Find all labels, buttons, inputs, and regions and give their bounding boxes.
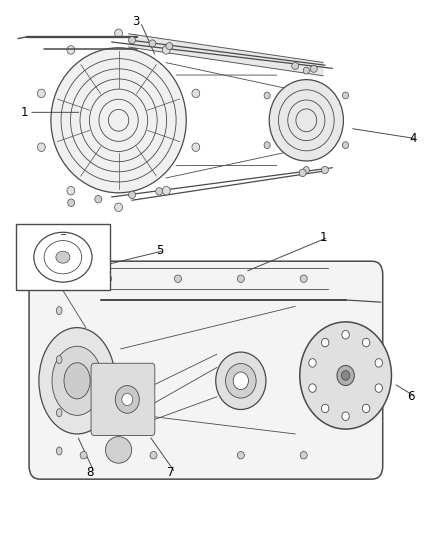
Ellipse shape: [309, 384, 316, 392]
Ellipse shape: [106, 437, 132, 463]
Text: 7: 7: [167, 466, 175, 479]
Ellipse shape: [362, 404, 370, 413]
Ellipse shape: [52, 346, 102, 415]
Ellipse shape: [237, 451, 244, 459]
Ellipse shape: [162, 187, 170, 195]
Ellipse shape: [115, 203, 123, 212]
Ellipse shape: [57, 409, 62, 417]
Ellipse shape: [67, 46, 75, 54]
Ellipse shape: [303, 67, 309, 74]
Ellipse shape: [375, 384, 382, 392]
Ellipse shape: [192, 89, 200, 98]
Ellipse shape: [39, 328, 115, 434]
Ellipse shape: [57, 356, 62, 364]
Ellipse shape: [162, 46, 170, 54]
Ellipse shape: [115, 29, 123, 37]
Ellipse shape: [67, 187, 75, 195]
Ellipse shape: [321, 166, 328, 174]
Ellipse shape: [342, 330, 350, 339]
Ellipse shape: [105, 275, 112, 282]
Text: 4: 4: [410, 132, 417, 146]
Ellipse shape: [343, 142, 349, 149]
Ellipse shape: [299, 169, 306, 176]
Ellipse shape: [269, 79, 343, 161]
Ellipse shape: [300, 451, 307, 459]
Ellipse shape: [174, 275, 181, 282]
Ellipse shape: [362, 338, 370, 347]
Ellipse shape: [375, 359, 382, 367]
Ellipse shape: [51, 48, 186, 193]
Ellipse shape: [264, 92, 270, 99]
Ellipse shape: [337, 366, 354, 385]
Bar: [16, 224, 110, 290]
Ellipse shape: [226, 364, 256, 398]
Ellipse shape: [37, 89, 45, 98]
Ellipse shape: [57, 447, 62, 455]
Ellipse shape: [155, 188, 162, 195]
Ellipse shape: [309, 359, 316, 367]
Text: 1: 1: [320, 231, 328, 244]
Polygon shape: [129, 34, 323, 76]
Ellipse shape: [303, 166, 309, 173]
Ellipse shape: [192, 143, 200, 151]
Ellipse shape: [56, 251, 70, 263]
Ellipse shape: [95, 196, 102, 203]
Ellipse shape: [343, 92, 349, 99]
Text: 8: 8: [87, 466, 94, 479]
Ellipse shape: [166, 43, 173, 50]
Ellipse shape: [80, 451, 87, 459]
Ellipse shape: [342, 371, 350, 380]
Ellipse shape: [150, 451, 157, 459]
Ellipse shape: [149, 40, 156, 47]
Ellipse shape: [129, 37, 136, 44]
Ellipse shape: [68, 199, 75, 206]
Ellipse shape: [129, 191, 136, 199]
Ellipse shape: [37, 143, 45, 151]
Ellipse shape: [321, 404, 329, 413]
Ellipse shape: [237, 275, 244, 282]
Text: 5: 5: [156, 244, 164, 257]
Ellipse shape: [64, 363, 90, 399]
Ellipse shape: [57, 306, 62, 314]
Text: 1: 1: [21, 106, 28, 119]
FancyBboxPatch shape: [29, 261, 383, 479]
Text: 6: 6: [407, 390, 415, 403]
Ellipse shape: [115, 385, 139, 413]
FancyBboxPatch shape: [91, 364, 155, 435]
Ellipse shape: [264, 142, 270, 149]
Ellipse shape: [233, 372, 248, 390]
Text: 3: 3: [132, 15, 140, 28]
Ellipse shape: [300, 275, 307, 282]
Ellipse shape: [122, 393, 133, 406]
Ellipse shape: [310, 66, 317, 72]
Ellipse shape: [321, 338, 329, 347]
Ellipse shape: [300, 322, 392, 429]
Ellipse shape: [342, 412, 350, 421]
Ellipse shape: [216, 352, 266, 409]
Ellipse shape: [292, 62, 299, 69]
